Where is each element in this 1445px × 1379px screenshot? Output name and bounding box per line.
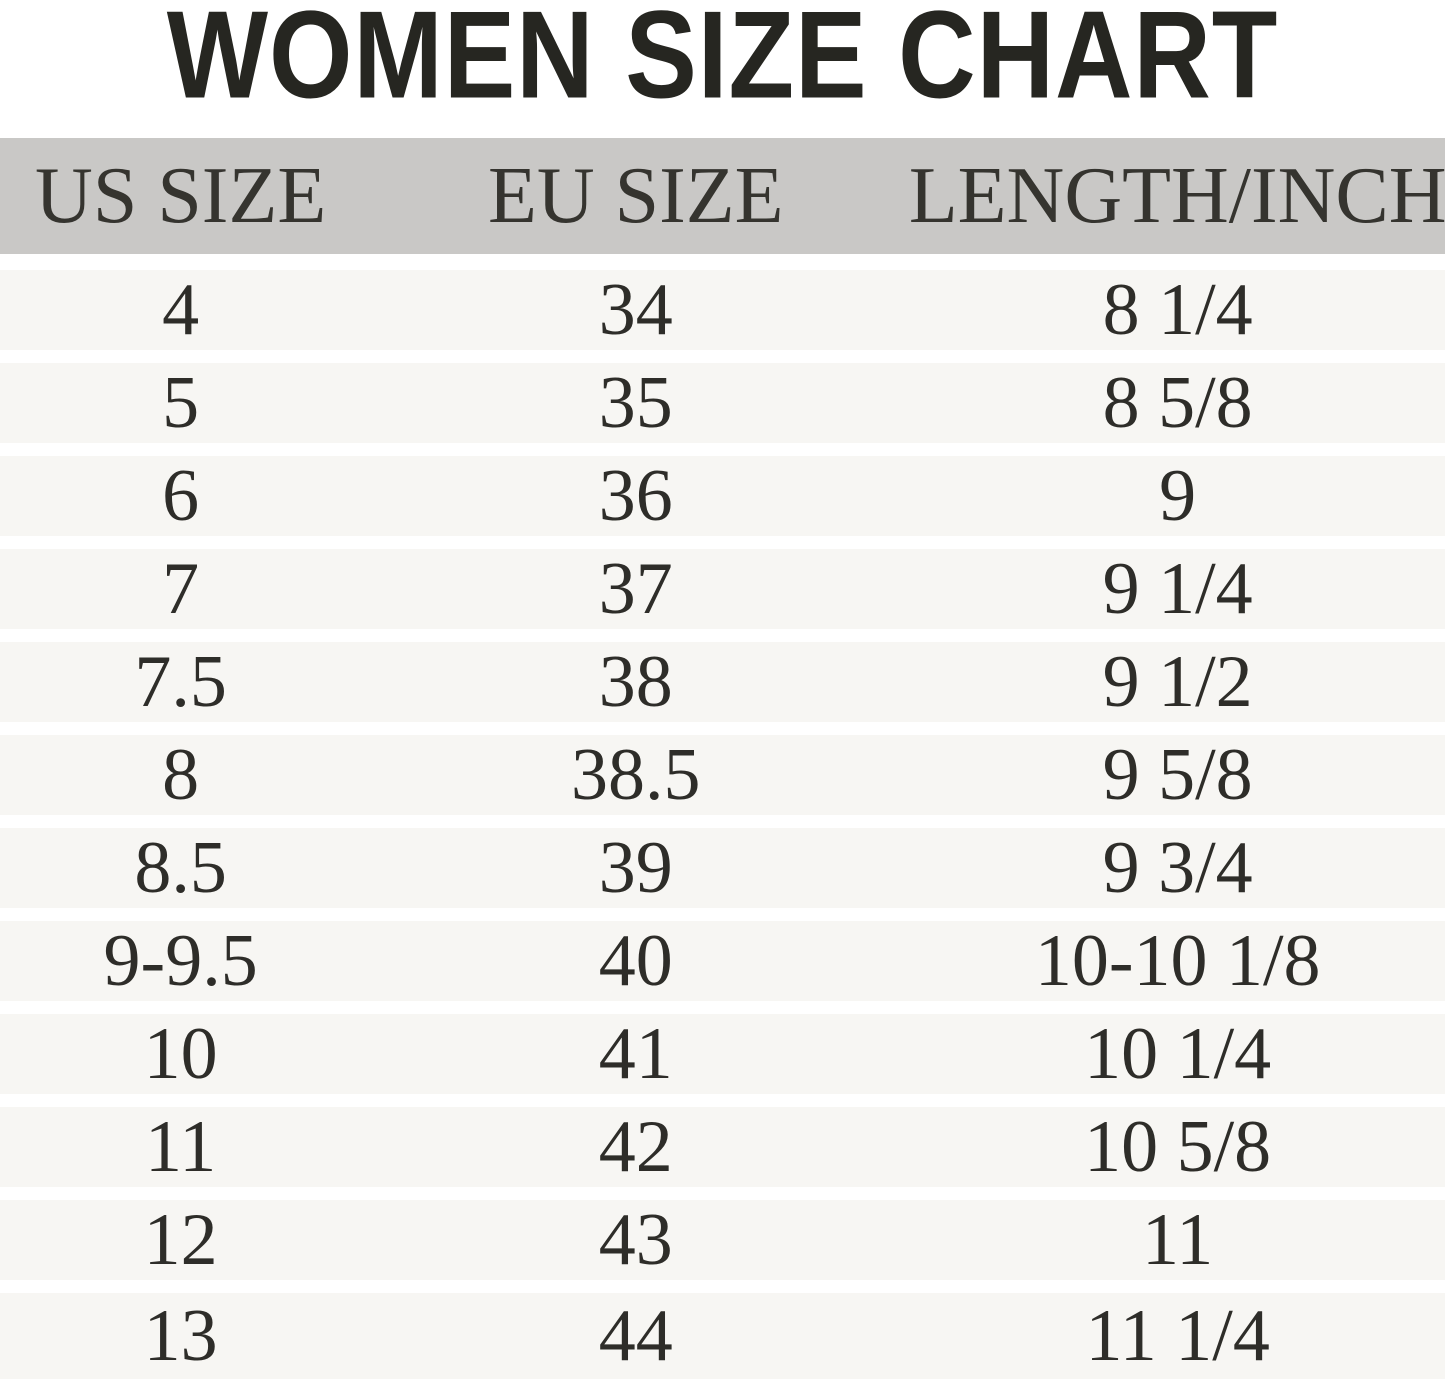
- length-inch-cell: 9 1/2: [1102, 641, 1253, 723]
- length-inch-cell: 10 5/8: [1084, 1106, 1272, 1188]
- table-row: 13 44 11 1/4: [0, 1293, 1445, 1379]
- table-row: 7.5 38 9 1/2: [0, 642, 1445, 722]
- table-row: 11 42 10 5/8: [0, 1107, 1445, 1187]
- size-table-body: 4 34 8 1/4 5 35 8 5/8 6 36 9 7 37 9 1/4 …: [0, 254, 1445, 1379]
- us-size-cell: 10: [143, 1013, 218, 1095]
- length-inch-cell: 9 5/8: [1102, 734, 1253, 816]
- length-inch-cell: 9 1/4: [1102, 548, 1253, 630]
- table-row: 4 34 8 1/4: [0, 270, 1445, 350]
- table-row: 8 38.5 9 5/8: [0, 735, 1445, 815]
- us-size-cell: 8: [162, 734, 200, 816]
- table-row: 12 43 11: [0, 1200, 1445, 1280]
- eu-size-cell: 44: [598, 1295, 673, 1377]
- us-size-cell: 8.5: [134, 827, 227, 909]
- eu-size-cell: 34: [598, 269, 673, 351]
- length-inch-cell: 10-10 1/8: [1034, 920, 1321, 1002]
- eu-size-cell: 42: [598, 1106, 673, 1188]
- us-size-cell: 9-9.5: [103, 920, 258, 1002]
- eu-size-cell: 37: [598, 548, 673, 630]
- eu-size-cell: 41: [598, 1013, 673, 1095]
- column-header-us-size: US SIZE: [35, 152, 327, 240]
- column-header-eu-size: EU SIZE: [488, 152, 784, 240]
- page-title-bar: WOMEN SIZE CHART: [0, 0, 1445, 138]
- eu-size-cell: 43: [598, 1199, 673, 1281]
- length-inch-cell: 10 1/4: [1084, 1013, 1272, 1095]
- eu-size-cell: 38.5: [571, 734, 701, 816]
- us-size-cell: 6: [162, 455, 200, 537]
- column-header-length-inch: LENGTH/INCH: [908, 152, 1445, 240]
- eu-size-cell: 36: [598, 455, 673, 537]
- length-inch-cell: 9 3/4: [1102, 827, 1253, 909]
- table-row: 9-9.5 40 10-10 1/8: [0, 921, 1445, 1001]
- length-inch-cell: 9: [1159, 455, 1197, 537]
- eu-size-cell: 35: [598, 362, 673, 444]
- length-inch-cell: 8 1/4: [1102, 269, 1253, 351]
- us-size-cell: 5: [162, 362, 200, 444]
- table-header-row: US SIZE EU SIZE LENGTH/INCH: [0, 138, 1445, 254]
- us-size-cell: 7: [162, 548, 200, 630]
- us-size-cell: 7.5: [134, 641, 227, 723]
- eu-size-cell: 39: [598, 827, 673, 909]
- table-row: 6 36 9: [0, 456, 1445, 536]
- length-inch-cell: 11: [1142, 1199, 1214, 1281]
- table-row: 10 41 10 1/4: [0, 1014, 1445, 1094]
- us-size-cell: 13: [143, 1295, 218, 1377]
- eu-size-cell: 38: [598, 641, 673, 723]
- page-title: WOMEN SIZE CHART: [166, 0, 1279, 125]
- table-row: 8.5 39 9 3/4: [0, 828, 1445, 908]
- us-size-cell: 4: [162, 269, 200, 351]
- eu-size-cell: 40: [598, 920, 673, 1002]
- us-size-cell: 11: [144, 1106, 217, 1188]
- table-row: 7 37 9 1/4: [0, 549, 1445, 629]
- length-inch-cell: 8 5/8: [1102, 362, 1253, 444]
- length-inch-cell: 11 1/4: [1085, 1295, 1270, 1377]
- table-row: 5 35 8 5/8: [0, 363, 1445, 443]
- us-size-cell: 12: [143, 1199, 218, 1281]
